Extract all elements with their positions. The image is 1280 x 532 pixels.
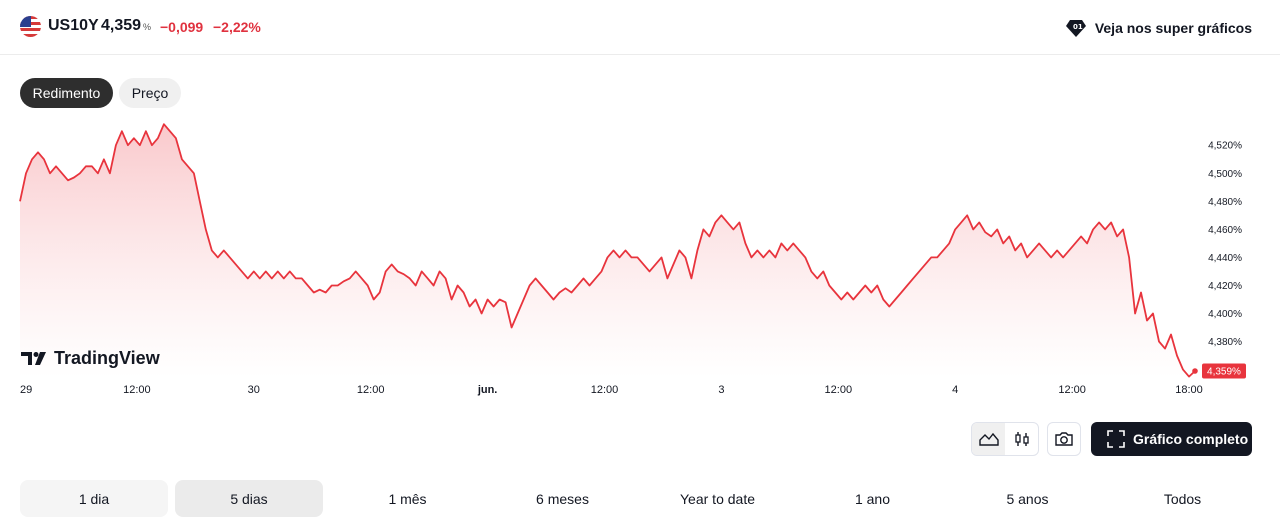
area-chart-button[interactable]: [972, 423, 1005, 455]
price-value: 4,359: [101, 17, 142, 34]
tab-price[interactable]: Preço: [119, 78, 181, 108]
x-tick-label: 12:00: [1058, 384, 1086, 396]
tradingview-logo-icon: [21, 352, 46, 365]
fullscreen-icon: [1107, 430, 1125, 448]
candles-chart-button[interactable]: [1005, 423, 1038, 455]
area-chart-icon: [978, 432, 999, 446]
range-1y[interactable]: 1 ano: [854, 490, 891, 507]
y-tick-label: 4,460%: [1208, 225, 1242, 236]
tab-yield[interactable]: Redimento: [20, 78, 113, 108]
symbol[interactable]: US10Y: [48, 17, 99, 34]
last-point: [1192, 368, 1198, 374]
x-tick-label: 4: [952, 384, 958, 396]
x-tick-label: 12:00: [357, 384, 385, 396]
x-tick-label: jun.: [477, 384, 498, 396]
y-tick-label: 4,480%: [1208, 197, 1242, 208]
x-tick-label: 30: [248, 384, 260, 396]
svg-text:01: 01: [1073, 23, 1083, 31]
x-tick-label: 29: [20, 384, 32, 396]
chart-type-switch: [971, 422, 1039, 456]
candles-icon: [1014, 432, 1029, 446]
quote-header: US10Y 4,359% −0,099 −2,22% 01 Veja nos s…: [0, 0, 1280, 55]
price-change: −0,099: [160, 19, 204, 35]
x-tick-label: 12:00: [123, 384, 151, 396]
area-fill: [20, 124, 1195, 378]
last-value-badge: [1202, 363, 1246, 379]
price-unit: %: [143, 22, 152, 32]
tradingview-logo[interactable]: TradingView: [21, 348, 160, 369]
range-1m[interactable]: 1 mês: [388, 490, 427, 507]
range-all[interactable]: Todos: [1163, 490, 1202, 507]
promo-label: Veja nos super gráficos: [1094, 20, 1252, 36]
price-change-percent: −2,22%: [213, 19, 261, 35]
full-chart-button[interactable]: Gráfico completo: [1091, 422, 1252, 456]
x-tick-label: 18:00: [1175, 384, 1203, 396]
series-line: [19, 123, 1196, 378]
y-tick-label: 4,500%: [1208, 169, 1242, 180]
range-5y[interactable]: 5 anos: [1006, 490, 1049, 507]
snapshot-button[interactable]: [1047, 422, 1081, 456]
range-ytd[interactable]: Year to date: [680, 490, 755, 507]
y-tick-label: 4,520%: [1208, 141, 1242, 152]
camera-icon: [1055, 432, 1073, 446]
x-tick-label: 12:00: [591, 384, 619, 396]
yield-chart[interactable]: 4,520% 4,500% 4,480% 4,460% 4,440% 4,420% 4,40…: [0, 120, 1280, 405]
range-1d[interactable]: 1 dia: [20, 480, 168, 517]
y-tick-label: 4,440%: [1208, 253, 1242, 264]
price: 4,359%: [101, 17, 151, 35]
last-value-label: 4,359%: [1207, 367, 1241, 378]
logo-text: TradingView: [54, 348, 160, 368]
y-tick-label: 4,420%: [1208, 281, 1242, 292]
x-tick-label: 12:00: [825, 384, 853, 396]
range-selector: 1 dia 5 dias 1 mês 6 meses Year to date …: [20, 480, 1260, 517]
y-tick-label: 4,400%: [1208, 309, 1242, 320]
x-tick-label: 3: [718, 384, 724, 396]
diamond-icon: 01: [1065, 20, 1086, 37]
y-tick-label: 4,380%: [1208, 337, 1242, 348]
full-chart-label: Gráfico completo: [1133, 431, 1249, 447]
range-5d[interactable]: 5 dias: [175, 480, 323, 517]
range-6m[interactable]: 6 meses: [536, 490, 589, 507]
super-charts-link[interactable]: 01 Veja nos super gráficos: [1065, 17, 1252, 39]
us-flag-icon: [20, 16, 41, 37]
